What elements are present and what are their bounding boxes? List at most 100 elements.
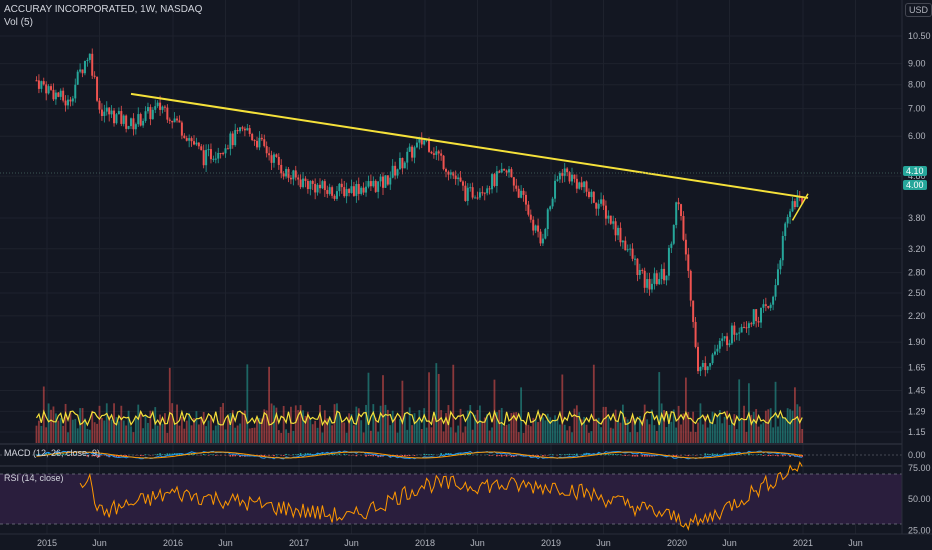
volume-bar: [503, 426, 506, 443]
candle: [343, 187, 346, 197]
volume-bar: [777, 426, 779, 443]
volume-bar: [180, 417, 183, 443]
candle: [643, 270, 646, 288]
candle: [190, 138, 193, 142]
volume-bar: [67, 432, 69, 443]
volume-bar: [784, 417, 787, 443]
volume-bar: [144, 415, 147, 443]
candle: [730, 325, 733, 344]
volume-bar: [413, 413, 416, 443]
macd-hist-bar: [343, 453, 346, 455]
volume-bar: [382, 375, 384, 443]
volume-bar: [241, 411, 244, 443]
candle: [35, 80, 38, 82]
macd-hist-bar: [719, 454, 721, 455]
macd-hist-bar: [496, 455, 498, 457]
volume-bar: [403, 412, 406, 443]
candle: [461, 181, 464, 186]
candle: [466, 187, 469, 201]
candle: [110, 110, 113, 115]
volume-bar: [563, 424, 566, 443]
candle: [583, 181, 586, 188]
channel-line[interactable]: [791, 193, 809, 221]
volume-bar: [430, 427, 433, 443]
volume-bar: [692, 411, 695, 443]
volume-bar: [79, 408, 82, 443]
volume-bar: [573, 408, 576, 443]
candle: [311, 181, 314, 184]
volume-bar: [277, 430, 280, 443]
volume-bar: [588, 432, 590, 443]
volume-bar: [217, 421, 220, 443]
candle: [154, 106, 157, 110]
candle: [682, 216, 685, 240]
candle: [789, 211, 792, 217]
candles: [35, 48, 804, 377]
candle: [401, 157, 404, 169]
volume-bar: [105, 403, 108, 443]
macd-hist-bar: [798, 455, 801, 458]
macd-hist-bar: [338, 453, 341, 455]
candle: [193, 141, 195, 145]
volume-bar: [411, 425, 413, 443]
candle: [408, 146, 411, 152]
volume-bar: [290, 406, 292, 443]
volume-bar: [57, 420, 60, 443]
candle: [670, 243, 673, 248]
volume-bar: [440, 410, 443, 443]
volume-bar: [760, 424, 762, 443]
macd-hist-bar: [408, 455, 411, 457]
candle: [508, 169, 510, 173]
trendline[interactable]: [130, 92, 809, 199]
candle: [76, 71, 79, 85]
candle: [617, 227, 620, 236]
volume-bar: [98, 405, 101, 443]
macd-hist-bar: [709, 454, 711, 455]
macd-hist-bar: [115, 455, 118, 458]
macd-hist-bar: [714, 453, 716, 455]
macd-hist-bar: [72, 455, 74, 456]
volume-bar: [134, 418, 137, 443]
candle: [285, 168, 288, 177]
volume-bar: [462, 432, 464, 443]
macd-hist-bar: [166, 453, 169, 455]
candle: [755, 309, 758, 322]
volume-bar: [379, 405, 382, 443]
candle: [229, 133, 232, 149]
candle: [646, 279, 649, 288]
macd-hist-bar: [171, 453, 173, 455]
candle: [389, 177, 392, 185]
candle: [391, 165, 394, 178]
candle: [209, 149, 212, 160]
volume-bar: [423, 408, 426, 443]
macd-hist-bar: [784, 455, 787, 456]
candle: [796, 196, 799, 208]
macd-pane: [0, 450, 902, 460]
macd-hist-bar: [81, 454, 84, 455]
candle: [447, 171, 450, 175]
candle: [774, 285, 777, 297]
candle: [398, 157, 401, 170]
volume-bar: [767, 409, 770, 443]
volume-bar: [743, 405, 745, 443]
candle: [260, 137, 263, 140]
volume-bar: [336, 403, 338, 443]
candle: [149, 107, 152, 120]
volume-bar: [326, 418, 329, 443]
macd-hist-bar: [224, 455, 227, 456]
candle: [621, 240, 624, 243]
currency-button[interactable]: USD: [905, 3, 932, 17]
macd-hist-bar: [401, 455, 404, 457]
candle: [239, 127, 242, 132]
macd-hist-bar: [355, 455, 358, 457]
volume-bar: [723, 416, 726, 443]
volume-bar: [566, 430, 569, 443]
macd-hist-bar: [74, 454, 77, 455]
candle: [120, 111, 123, 124]
volume-bar: [740, 419, 743, 443]
candle: [130, 118, 132, 127]
candle: [224, 148, 227, 154]
candle: [636, 258, 639, 276]
macd-hist-bar: [503, 455, 505, 456]
